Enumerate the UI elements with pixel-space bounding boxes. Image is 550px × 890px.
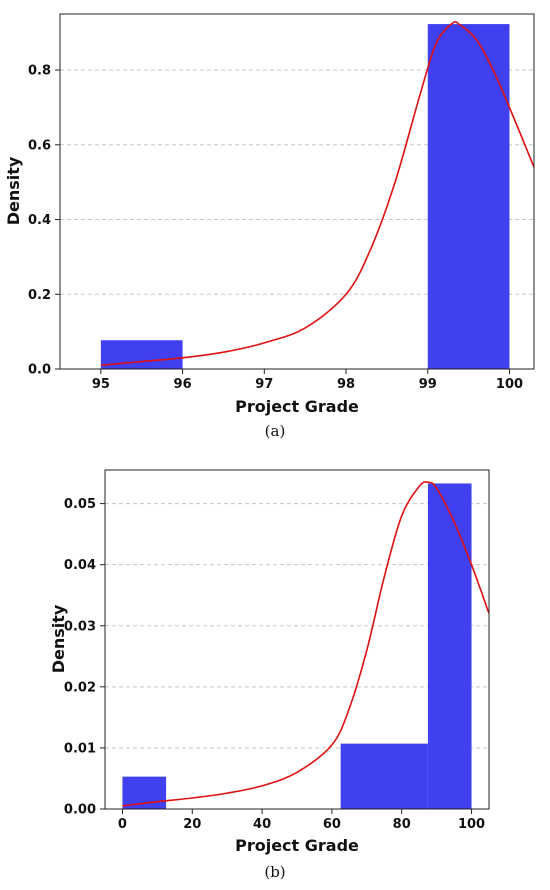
chart-a-bar-1: [427, 24, 510, 369]
chart-a-x-tick-label: 100: [496, 377, 523, 392]
chart-b-svg: 0 20 40 60 80 100 0.00 0.01 0.02 0.03 0.04 0.05 Pr…: [49, 469, 490, 881]
chart-b-y-tick-label: 0.03: [64, 619, 96, 634]
chart-a-x-tick-label: 95: [92, 377, 110, 392]
chart-b-density-curve: [122, 481, 489, 807]
chart-b-x-tick-label: 80: [393, 817, 411, 832]
chart-a-y-tick-label: 0.2: [28, 288, 51, 303]
chart-a-x-tick-label: 97: [255, 377, 273, 392]
chart-a-x-tick-label: 99: [419, 377, 437, 392]
chart-b-x-tick-label: 40: [253, 817, 271, 832]
chart-a-y-tick-label: 0.0: [28, 363, 51, 378]
chart-b-x-tick-label: 0: [118, 817, 127, 832]
chart-b-bar-1: [340, 743, 428, 809]
chart-b-x-tick-label: 20: [183, 817, 201, 832]
chart-b-x-tick-label: 60: [323, 817, 341, 832]
chart-panel-a: 95 96 97 98 99 100 0.0 0.2 0.4 0.6 0.8 Project Gr…: [0, 0, 550, 443]
chart-b-y-tick-label: 0.04: [64, 558, 96, 573]
chart-b-plot-frame: [104, 469, 490, 810]
chart-a-plot-frame: [59, 13, 535, 370]
chart-a-x-tick-label: 98: [337, 377, 355, 392]
chart-a-panel-label: (a): [265, 422, 286, 440]
chart-b-y-tick-label: 0.00: [64, 803, 96, 818]
chart-b-y-axis-label: Density: [49, 604, 68, 673]
chart-a-density-curve: [100, 21, 534, 367]
chart-a-y-axis-label: Density: [4, 156, 23, 225]
chart-b-x-axis-label: Project Grade: [235, 836, 359, 855]
chart-a-svg: 95 96 97 98 99 100 0.0 0.2 0.4 0.6 0.8 Project Gr…: [4, 13, 535, 440]
chart-b-panel-label: (b): [264, 863, 285, 881]
chart-b-bar-0: [122, 776, 167, 809]
chart-a-x-axis-label: Project Grade: [235, 397, 359, 416]
chart-a-y-tick-label: 0.4: [28, 213, 51, 228]
chart-a-y-tick-label: 0.6: [28, 138, 51, 153]
chart-b-y-tick-label: 0.05: [64, 497, 96, 512]
chart-b-y-tick-label: 0.01: [64, 741, 96, 756]
chart-a-x-tick-label: 96: [174, 377, 192, 392]
chart-b-x-tick-label: 100: [458, 817, 485, 832]
chart-panel-b: 0 20 40 60 80 100 0.00 0.01 0.02 0.03 0.04 0.05 Pr…: [0, 443, 550, 886]
chart-b-y-tick-label: 0.02: [64, 680, 96, 695]
chart-a-y-tick-label: 0.8: [28, 64, 51, 79]
chart-b-bar-2: [427, 483, 472, 809]
